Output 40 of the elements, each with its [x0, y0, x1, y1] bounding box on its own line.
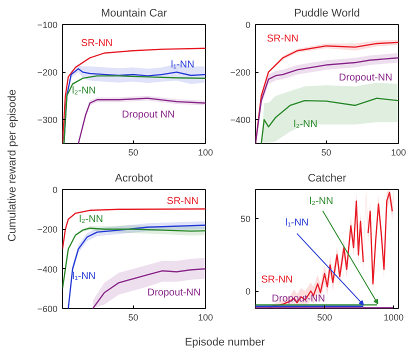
y-tick-label: −200 [37, 224, 58, 235]
y-tick-label: −600 [37, 304, 58, 314]
x-tick-label: 100 [390, 148, 406, 158]
x-tick-label: 100 [198, 312, 214, 322]
chart-title: Catcher [308, 172, 347, 184]
series-label: SR-NN [261, 274, 293, 286]
y-tick-label: −200 [230, 68, 251, 78]
x-tick-label: 50 [321, 148, 332, 158]
x-tick-label: 100 [198, 148, 214, 158]
series-label: l₁-NN [72, 270, 96, 282]
series-label: Dropout NN [122, 109, 175, 120]
y-tick-label: 0 [52, 185, 58, 195]
series-label: SR-NN [80, 38, 113, 50]
y-tick-label: −200 [37, 68, 58, 78]
series-label: Dropout-NN [147, 288, 201, 299]
series-label: Dropout-NN [338, 72, 392, 84]
series-label: l₂-NN [294, 118, 318, 130]
y-tick-label: −100 [37, 20, 58, 30]
series-label: l₂-NN [79, 214, 104, 225]
x-axis-title: Episode number [184, 336, 266, 348]
series-label: l₁-NN [170, 59, 194, 70]
text: l₂-NN [309, 196, 334, 207]
chart-title: Puddle World [294, 8, 360, 20]
series-label: SR-NN [166, 196, 198, 207]
y-tick-label: −300 [37, 115, 58, 126]
y-tick-label: −400 [37, 264, 58, 274]
text: l₁-NN [285, 217, 309, 228]
series-label: l₂-NN [72, 86, 96, 97]
y-tick-label: 0 [245, 20, 251, 30]
y-axis-title: Cumulative reward per episode [6, 89, 19, 242]
x-tick-label: 50 [128, 312, 138, 322]
y-tick-label: 50 [240, 214, 251, 224]
y-tick-label: 0 [245, 286, 251, 297]
chart-title: Mountain Car [100, 8, 168, 20]
x-tick-label: 50 [128, 148, 138, 158]
chart-title: Acrobot [115, 172, 153, 184]
x-tick-label: 1000 [384, 312, 404, 322]
series-label: SR-NN [266, 33, 299, 44]
x-tick-label: 500 [317, 312, 332, 322]
y-tick-label: −400 [230, 115, 251, 126]
